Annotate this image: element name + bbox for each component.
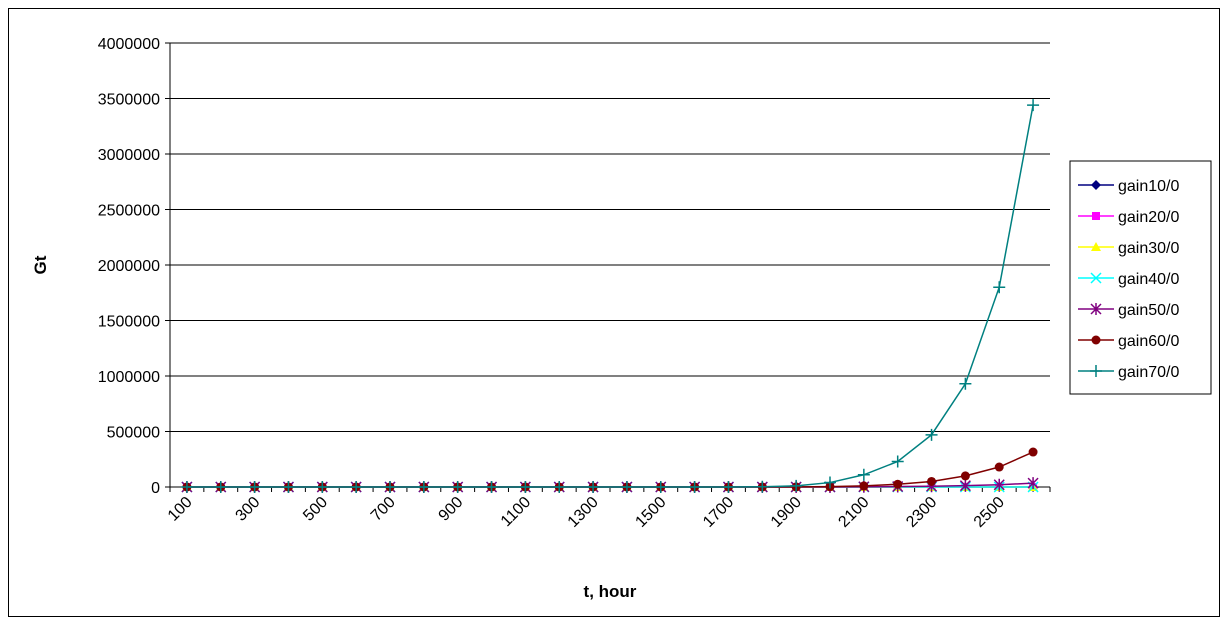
legend-marker — [1090, 303, 1102, 315]
data-point — [891, 455, 904, 468]
legend-item: gain20/0 — [1078, 209, 1179, 226]
x-tick-label: 100 — [165, 494, 196, 525]
series-line — [186, 451, 1034, 488]
series-gain60-0 — [182, 447, 1038, 492]
legend-label: gain70/0 — [1118, 364, 1179, 381]
legend-marker — [1092, 212, 1100, 220]
x-tick-label: 1700 — [700, 494, 737, 531]
legend-marker — [1091, 335, 1101, 345]
x-tick-label: 500 — [300, 494, 331, 525]
data-point — [587, 481, 600, 493]
x-tick-label: 2500 — [971, 494, 1008, 531]
y-tick-label: 4000000 — [98, 36, 160, 53]
x-tick-label: 1300 — [565, 494, 602, 531]
data-point — [993, 281, 1006, 294]
data-point — [1027, 99, 1040, 112]
y-tick-label: 2500000 — [98, 203, 160, 220]
data-point — [994, 462, 1004, 472]
data-point — [959, 377, 972, 390]
y-tick-label: 2000000 — [98, 258, 160, 275]
x-tick-label: 900 — [436, 494, 467, 525]
data-point — [417, 481, 430, 493]
y-tick-label: 500000 — [107, 425, 160, 442]
legend-item: gain60/0 — [1078, 333, 1179, 350]
data-point — [857, 468, 870, 481]
series-layer — [180, 99, 1040, 493]
y-tick-label: 0 — [151, 480, 160, 497]
data-point — [722, 481, 735, 493]
x-tick-label: 700 — [368, 494, 399, 525]
legend-label: gain50/0 — [1118, 302, 1179, 319]
data-point — [756, 480, 769, 493]
legend-item: gain30/0 — [1078, 240, 1179, 257]
legend-label: gain20/0 — [1118, 209, 1179, 226]
x-tick-label: 1900 — [768, 494, 805, 531]
data-point — [214, 481, 227, 493]
y-axis-title: Gt — [31, 255, 50, 274]
x-tick-label: 2100 — [835, 494, 872, 531]
data-point — [993, 478, 1005, 491]
legend-item: gain50/0 — [1078, 302, 1179, 319]
data-point — [384, 481, 396, 493]
x-tick-label: 300 — [233, 494, 264, 525]
data-point — [654, 481, 667, 493]
data-point — [959, 479, 971, 492]
data-point — [824, 476, 836, 489]
y-axis-ticks: 0 500000 1000000 1500000 2000000 2500000 30000… — [98, 36, 170, 497]
data-point — [859, 481, 869, 491]
data-point — [248, 481, 261, 493]
legend-label: gain10/0 — [1118, 178, 1179, 195]
data-point — [925, 428, 938, 441]
gridlines — [170, 42, 1050, 488]
legend-label: gain40/0 — [1118, 271, 1179, 288]
legend-item: gain40/0 — [1078, 271, 1179, 288]
y-tick-label: 1000000 — [98, 369, 160, 386]
data-point — [180, 481, 193, 493]
y-tick-label: 1500000 — [98, 314, 160, 331]
data-point — [1028, 447, 1038, 457]
x-axis-title: t, hour — [584, 582, 637, 601]
series-gain70-0 — [180, 99, 1040, 493]
data-point — [960, 471, 970, 481]
data-point — [620, 481, 633, 493]
data-point — [519, 481, 532, 493]
legend-label: gain30/0 — [1118, 240, 1179, 257]
legend-marker — [1091, 180, 1101, 190]
y-tick-label: 3500000 — [98, 92, 160, 109]
data-point — [893, 479, 903, 489]
legend-marker — [1090, 272, 1102, 284]
data-point — [282, 481, 295, 493]
legend-box — [1069, 160, 1212, 395]
legend-item: gain10/0 — [1078, 178, 1179, 195]
data-point — [316, 481, 329, 493]
data-point — [553, 481, 566, 493]
data-point — [1027, 477, 1039, 490]
data-point — [350, 481, 363, 493]
legend-label: gain60/0 — [1118, 333, 1179, 350]
x-tick-label: 1500 — [632, 494, 669, 531]
data-point — [790, 479, 803, 492]
x-tick-label: 1100 — [498, 494, 534, 530]
chart-frame — [8, 8, 1220, 617]
data-point — [451, 481, 464, 493]
data-point — [485, 481, 498, 493]
data-point — [927, 476, 937, 486]
x-tick-label: 2300 — [903, 494, 940, 531]
series-line — [186, 105, 1034, 488]
data-point — [688, 481, 701, 493]
y-tick-label: 3000000 — [98, 147, 160, 164]
x-axis-ticks: 100 300 500 700 900 1100 1300 1500 1700 1900 2100 2… — [165, 487, 1051, 531]
legend-item: gain70/0 — [1078, 364, 1179, 381]
legend-marker — [1090, 365, 1102, 377]
legend: gain10/0 gain20/0 gain30/0 gain40/0 gain50/0… — [1069, 160, 1212, 395]
legend-marker — [1091, 242, 1101, 251]
